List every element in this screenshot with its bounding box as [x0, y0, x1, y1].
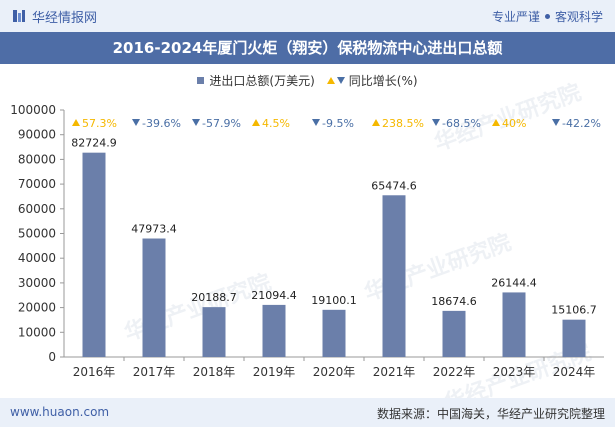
x-tick-label: 2016年 [73, 365, 116, 379]
x-tick-label: 2017年 [133, 365, 176, 379]
y-tick-label: 100000 [10, 103, 56, 117]
y-tick-label: 40000 [18, 251, 56, 265]
bar [202, 307, 226, 357]
legend-label-total: 进出口总额(万美元) [209, 73, 315, 88]
growth-down-triangle-icon [432, 119, 440, 126]
growth-label: 40% [502, 117, 526, 130]
tagline: 专业严谨 客观科学 [492, 8, 603, 25]
y-tick-label: 80000 [18, 152, 56, 166]
legend-down-triangle-icon [336, 76, 345, 84]
growth-label: -68.5% [442, 117, 481, 130]
y-tick-label: 10000 [18, 325, 56, 339]
legend-bar-swatch [197, 76, 205, 84]
value-label: 15106.7 [551, 304, 597, 317]
growth-label: 238.5% [382, 117, 424, 130]
growth-down-triangle-icon [312, 119, 320, 126]
legend-item-total: 进出口总额(万美元) [197, 72, 315, 89]
x-tick-label: 2024年 [553, 365, 596, 379]
y-tick-label: 20000 [18, 301, 56, 315]
bar [82, 152, 106, 357]
footer-source: 数据来源：中国海关，华经产业研究院整理 [376, 407, 605, 421]
growth-up-triangle-icon [372, 119, 380, 126]
x-tick-label: 2018年 [193, 365, 236, 379]
brand: 华经情报网 [12, 6, 97, 26]
y-tick-label: 70000 [18, 177, 56, 191]
y-tick-label: 50000 [18, 227, 56, 241]
y-tick-label: 90000 [18, 128, 56, 142]
bar [562, 319, 586, 357]
value-label: 18674.6 [431, 295, 477, 308]
bar [262, 304, 286, 357]
brand-name: 华经情报网 [32, 10, 98, 26]
bar [442, 310, 466, 357]
value-label: 26144.4 [491, 276, 537, 289]
bar [142, 238, 166, 357]
value-label: 82724.9 [71, 137, 117, 150]
growth-label: 57.3% [82, 117, 117, 130]
tagline-dot [544, 14, 550, 19]
chart-title: 2016-2024年厦门火炬（翔安）保税物流中心进出口总额 [0, 32, 615, 64]
growth-down-triangle-icon [552, 119, 560, 126]
value-label: 20188.7 [191, 291, 237, 304]
y-tick-label: 0 [48, 350, 56, 364]
value-label: 65474.6 [371, 179, 417, 192]
growth-label: -42.2% [562, 117, 601, 130]
legend-item-growth: 同比增长(%) [326, 72, 418, 89]
value-label: 21094.4 [251, 289, 297, 302]
value-label: 19100.1 [311, 294, 357, 307]
x-tick-label: 2019年 [253, 365, 296, 379]
growth-up-triangle-icon [72, 119, 80, 126]
tagline-left: 专业严谨 [491, 10, 540, 24]
growth-label: -57.9% [202, 117, 241, 130]
x-tick-label: 2020年 [313, 365, 356, 379]
growth-up-triangle-icon [252, 119, 260, 126]
tagline-right: 客观科学 [554, 10, 603, 24]
growth-label: -9.5% [322, 117, 354, 130]
y-tick-label: 60000 [18, 202, 56, 216]
bar-chart: 0 10000 20000 30000 40000 50000 60000 70000 8000… [10, 103, 604, 379]
growth-up-triangle-icon [492, 119, 500, 126]
growth-label: 4.5% [262, 117, 290, 130]
value-label: 47973.4 [131, 223, 177, 236]
footer-website: www.huaon.com [10, 405, 110, 419]
growth-down-triangle-icon [192, 119, 200, 126]
bar [322, 309, 346, 357]
x-tick-label: 2021年 [373, 365, 416, 379]
footer: www.huaon.com 数据来源：中国海关，华经产业研究院整理 [0, 398, 615, 427]
growth-label: -39.6% [142, 117, 181, 130]
legend-label-growth: 同比增长(%) [348, 73, 418, 88]
growth-down-triangle-icon [132, 119, 140, 126]
bar [502, 292, 526, 357]
chart-legend: 进出口总额(万美元) 同比增长(%) [0, 70, 615, 90]
x-tick-label: 2023年 [493, 365, 536, 379]
y-tick-label: 30000 [18, 276, 56, 290]
top-bar: 华经情报网 专业严谨 客观科学 [0, 0, 615, 32]
x-tick-label: 2022年 [433, 365, 476, 379]
hj-logo-icon [13, 10, 25, 22]
bar [382, 195, 406, 357]
legend-up-triangle-icon [326, 76, 335, 84]
